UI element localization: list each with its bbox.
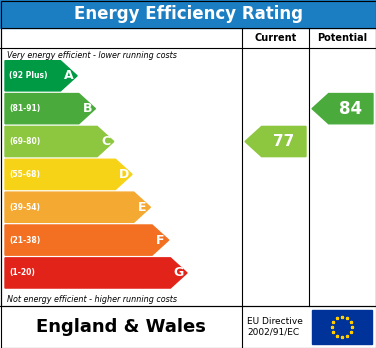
Text: E: E: [138, 201, 146, 214]
Text: D: D: [119, 168, 129, 181]
Text: (39-54): (39-54): [9, 203, 40, 212]
Text: Not energy efficient - higher running costs: Not energy efficient - higher running co…: [7, 294, 177, 303]
Polygon shape: [5, 61, 77, 91]
Text: (21-38): (21-38): [9, 236, 40, 245]
Text: 2002/91/EC: 2002/91/EC: [247, 327, 299, 337]
Polygon shape: [5, 225, 169, 255]
Polygon shape: [5, 159, 132, 189]
Text: (55-68): (55-68): [9, 170, 40, 179]
Bar: [312, 310, 372, 344]
Text: (69-80): (69-80): [9, 137, 40, 146]
Polygon shape: [5, 126, 114, 157]
Text: (92 Plus): (92 Plus): [9, 71, 47, 80]
Text: 84: 84: [339, 100, 362, 118]
Text: C: C: [101, 135, 110, 148]
Text: (81-91): (81-91): [9, 104, 40, 113]
Text: (1-20): (1-20): [9, 268, 35, 277]
Polygon shape: [245, 126, 306, 157]
Text: EU Directive: EU Directive: [247, 316, 303, 325]
Text: Very energy efficient - lower running costs: Very energy efficient - lower running co…: [7, 50, 177, 60]
Text: Energy Efficiency Rating: Energy Efficiency Rating: [73, 5, 303, 23]
Bar: [0, 28, 376, 306]
Bar: [0, 306, 376, 348]
Polygon shape: [5, 192, 150, 222]
Text: B: B: [82, 102, 92, 115]
Text: F: F: [156, 234, 165, 247]
Polygon shape: [5, 258, 187, 288]
Polygon shape: [312, 94, 373, 124]
Text: Current: Current: [255, 33, 297, 43]
Text: 77: 77: [273, 134, 294, 149]
Bar: [0, 0, 376, 28]
Text: England & Wales: England & Wales: [36, 318, 206, 336]
Polygon shape: [5, 94, 96, 124]
Text: Potential: Potential: [317, 33, 368, 43]
Text: G: G: [174, 267, 184, 279]
Text: A: A: [64, 69, 74, 82]
